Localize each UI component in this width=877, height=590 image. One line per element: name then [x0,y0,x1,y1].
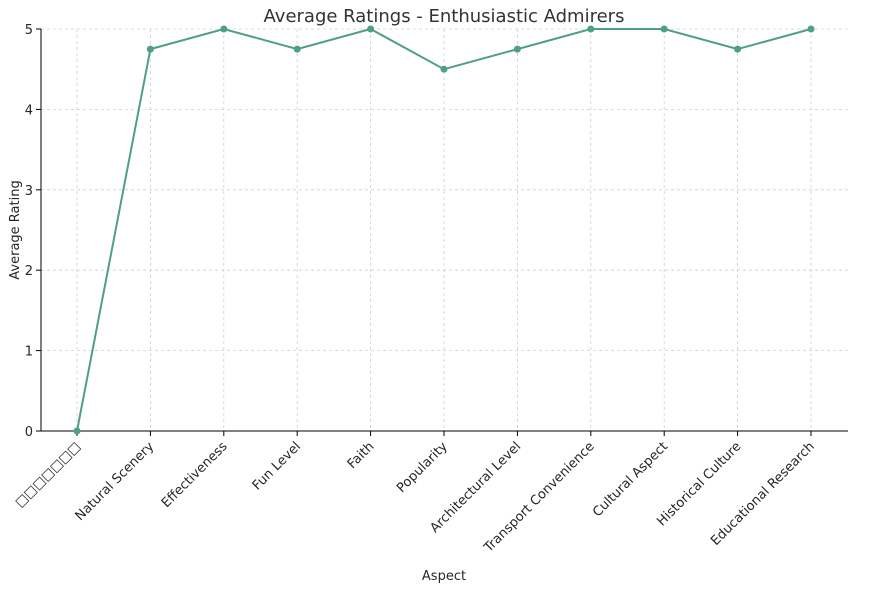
data-point [807,25,815,33]
chart-title: Average Ratings - Enthusiastic Admirers [264,6,625,27]
data-point [220,25,228,33]
data-point [734,45,742,53]
x-tick-label: Popularity [394,439,451,496]
data-point [73,427,81,435]
data-point [587,25,595,33]
series [73,25,815,435]
y-ticks: 0 1 2 3 4 5 [25,23,41,440]
data-point [367,25,375,33]
y-axis-label: Average Rating [8,180,23,279]
y-tick-label: 1 [25,345,33,360]
x-tick-label: Fun Level [250,439,304,493]
x-tick-label: Faith [345,439,378,472]
data-point [513,45,521,53]
x-tick-label: Cultural Aspect [590,439,671,520]
data-point [293,45,301,53]
data-point [146,45,154,53]
x-tick-label: Effectiveness [159,439,231,511]
grid [41,28,848,432]
y-tick-label: 3 [25,184,33,199]
y-tick-label: 0 [25,425,33,440]
y-tick-label: 5 [25,23,33,38]
data-point [660,25,668,33]
y-tick-label: 4 [25,103,33,118]
x-axis-label: Aspect [422,569,466,584]
axes [40,29,848,432]
x-tick-label: □□□□□□□ [12,439,83,510]
data-point [440,65,448,73]
x-tick-label: Natural Scenery [73,439,158,524]
y-tick-label: 2 [25,264,33,279]
x-ticks: □□□□□□□Natural Scenery Effectiveness Fun L… [12,431,818,556]
